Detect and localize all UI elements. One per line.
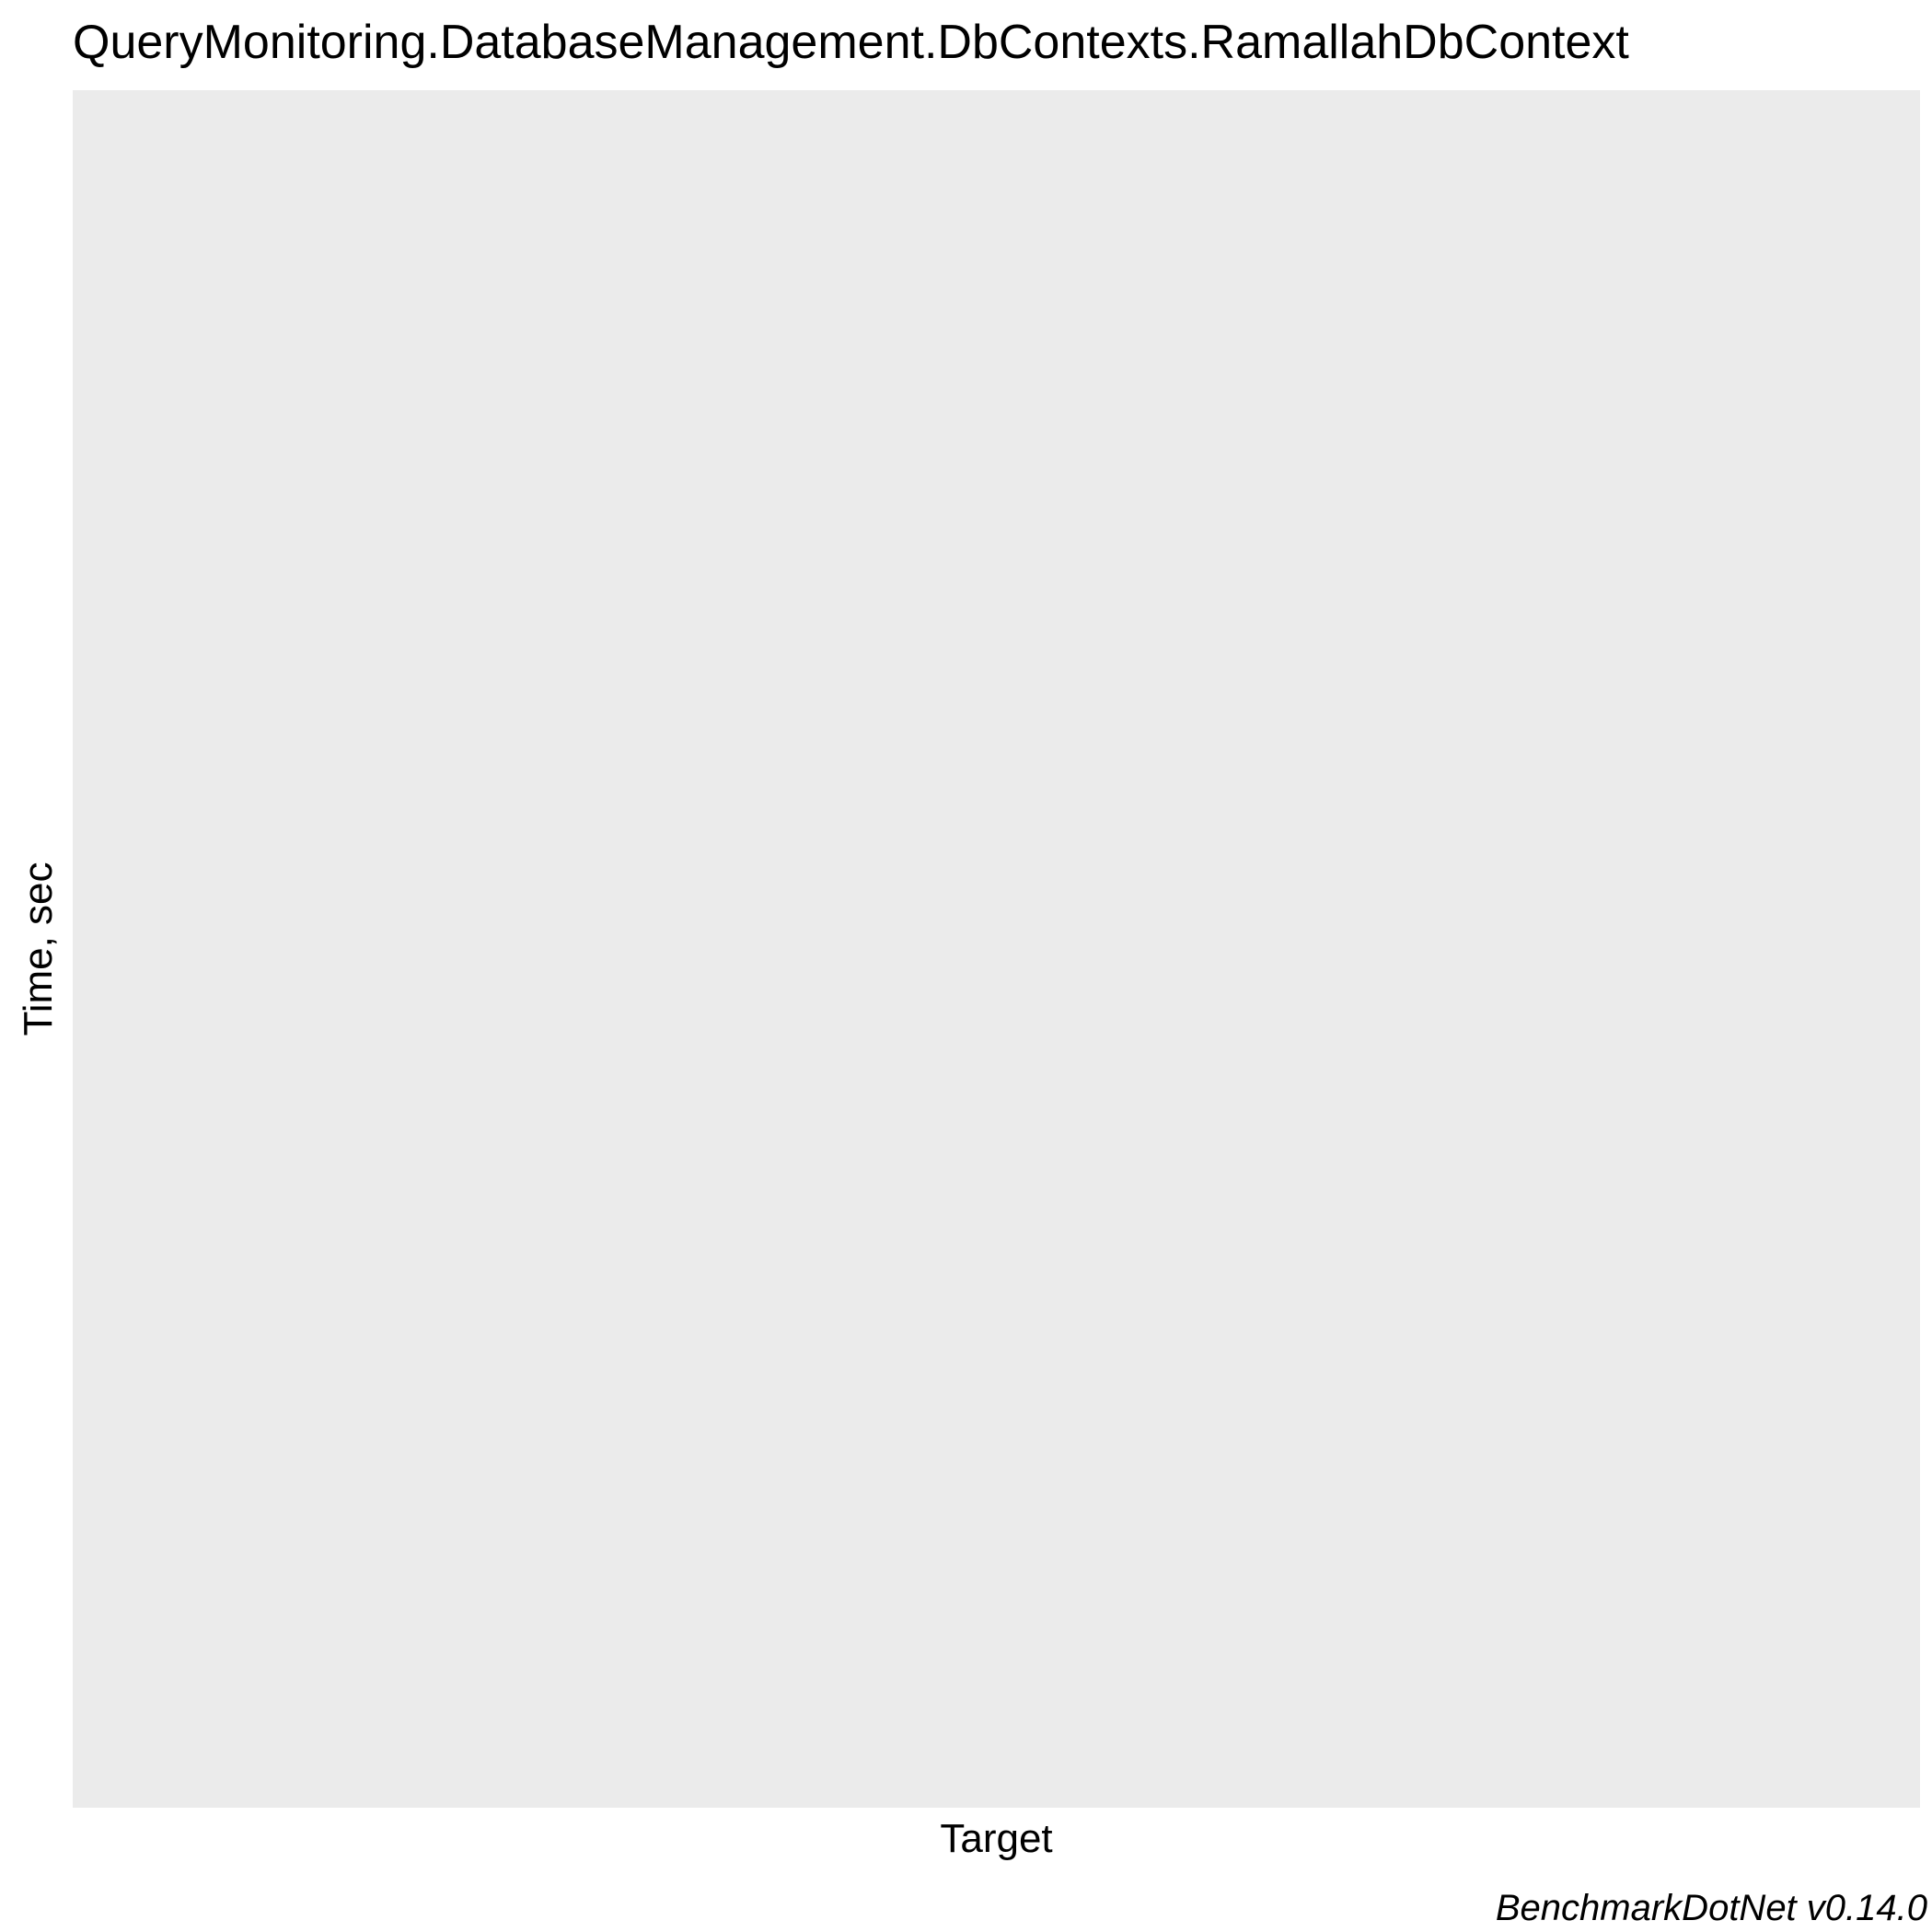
plot-area [73,90,1920,1808]
y-axis-label: Time, sec [16,862,61,1036]
benchmark-caption: BenchmarkDotNet v0.14.0 [1495,1888,1927,1928]
chart-title: QueryMonitoring.DatabaseManagement.DbCon… [73,16,1629,69]
x-axis-label: Target [940,1816,1053,1861]
plot-panel [73,90,1920,1808]
